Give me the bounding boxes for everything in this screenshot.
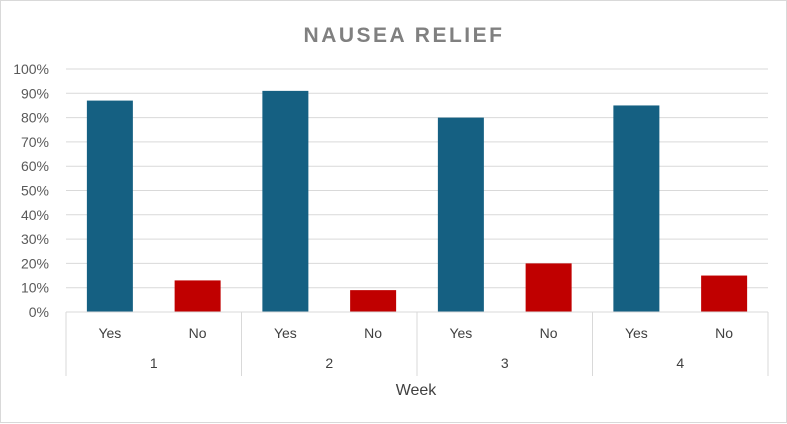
- x-subcategory-label: No: [715, 325, 733, 341]
- y-tick-label: 80%: [21, 110, 49, 126]
- gridlines: [66, 68, 768, 289]
- bar-week-1-yes: [86, 100, 133, 312]
- bar-week-4-yes: [613, 105, 660, 312]
- y-tick-label: 60%: [21, 158, 49, 174]
- y-tick-label: 90%: [21, 85, 49, 101]
- x-group-label: 1: [150, 355, 158, 371]
- x-group-label: 2: [325, 355, 333, 371]
- x-subcategory-label: No: [189, 325, 207, 341]
- y-tick-label: 10%: [21, 280, 49, 296]
- bar-week-3-no: [525, 263, 572, 312]
- y-tick-label: 50%: [21, 183, 49, 199]
- y-tick-label: 20%: [21, 255, 49, 271]
- bar-week-3-yes: [437, 117, 484, 312]
- y-axis-ticks: 0% 10% 20% 30% 40% 50% 60% 70% 80% 90% 100%: [13, 61, 49, 320]
- x-subcategory-label: No: [364, 325, 382, 341]
- y-tick-label: 70%: [21, 134, 49, 150]
- y-tick-label: 0%: [29, 304, 49, 320]
- y-tick-label: 40%: [21, 207, 49, 223]
- bar-week-1-no: [174, 280, 221, 312]
- x-group-label: 4: [676, 355, 684, 371]
- y-tick-label: 100%: [13, 61, 49, 77]
- x-subcategory-label: Yes: [625, 325, 648, 341]
- bars: [86, 90, 748, 313]
- x-subcategory-label: Yes: [449, 325, 472, 341]
- y-tick-label: 30%: [21, 231, 49, 247]
- x-axis: Yes No 1 Yes No 2 Yes No 3 Yes No 4: [65, 311, 769, 376]
- bar-week-4-no: [701, 275, 748, 312]
- x-subcategory-label: Yes: [274, 325, 297, 341]
- bar-week-2-no: [350, 290, 397, 312]
- x-group-label: 3: [501, 355, 509, 371]
- chart-title: NAUSEA RELIEF: [304, 24, 505, 47]
- x-subcategory-label: No: [540, 325, 558, 341]
- x-subcategory-label: Yes: [98, 325, 121, 341]
- x-axis-title: Week: [396, 382, 438, 399]
- bar-week-2-yes: [262, 90, 309, 313]
